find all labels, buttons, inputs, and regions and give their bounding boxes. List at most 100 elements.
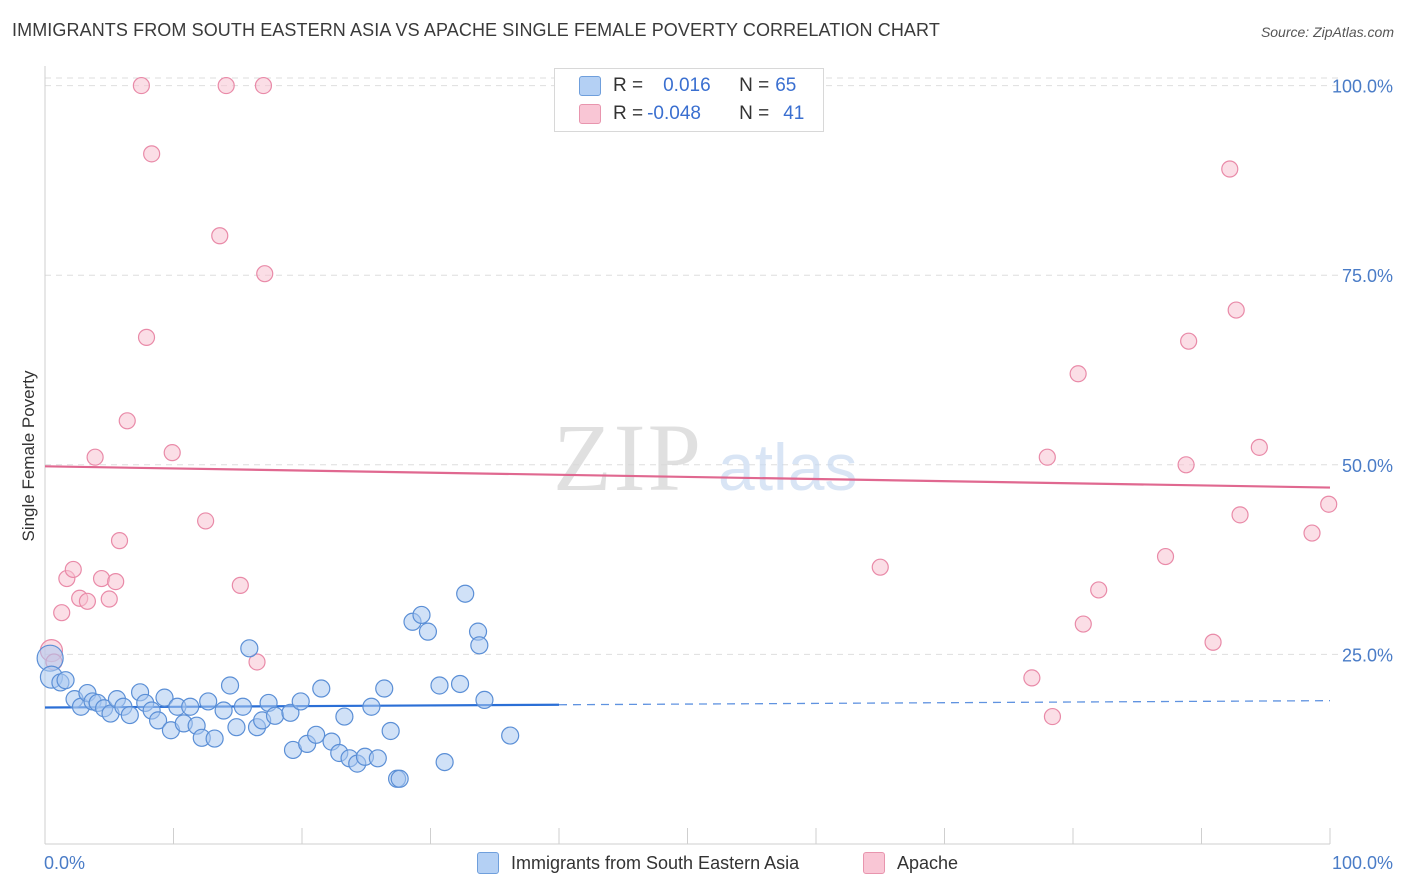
immigrants-point bbox=[390, 769, 409, 788]
legend-n-value: 65 bbox=[775, 75, 797, 96]
immigrants-point bbox=[412, 605, 431, 625]
apache-point bbox=[1090, 581, 1108, 599]
apache-point bbox=[1227, 301, 1245, 319]
apache-point bbox=[1204, 633, 1222, 651]
immigrants-point bbox=[418, 622, 438, 641]
immigrants-point bbox=[368, 749, 387, 768]
apache-point bbox=[197, 512, 215, 530]
legend-row-immigrants: R = 0.016 N = 65 bbox=[579, 73, 796, 99]
apache-point bbox=[211, 227, 229, 245]
apache-point bbox=[137, 328, 156, 346]
watermark: ZIP atlas bbox=[553, 404, 857, 511]
apache-point bbox=[100, 590, 118, 608]
legend-r-label: R = bbox=[613, 75, 644, 96]
immigrants-point bbox=[362, 697, 381, 716]
legend-row-apache: R = -0.048 N = 41 bbox=[579, 101, 804, 127]
immigrants-point bbox=[120, 705, 139, 725]
y-tick-label: 100.0% bbox=[1332, 77, 1393, 97]
bottom-legend-apache: Apache bbox=[863, 852, 958, 874]
grid-lines bbox=[45, 77, 1338, 655]
apache-trend-line bbox=[44, 465, 1331, 489]
bottom-legend-label: Apache bbox=[897, 852, 959, 873]
apache-point bbox=[1320, 495, 1338, 513]
watermark-zip: ZIP bbox=[553, 404, 703, 511]
apache-point bbox=[1250, 438, 1268, 456]
y-axis-label: Single Female Poverty bbox=[19, 370, 38, 542]
apache-point bbox=[871, 558, 889, 576]
legend-r-value: -0.048 bbox=[647, 103, 701, 124]
watermark-atlas: atlas bbox=[718, 430, 857, 504]
apache-point bbox=[78, 592, 97, 610]
immigrants-point bbox=[381, 721, 400, 741]
immigrants-point bbox=[240, 639, 259, 658]
immigrants-point bbox=[456, 584, 475, 603]
apache-point bbox=[132, 76, 150, 95]
immigrants-point bbox=[501, 726, 520, 745]
immigrants-point bbox=[148, 711, 168, 730]
immigrants-point bbox=[227, 718, 246, 737]
immigrants-point bbox=[430, 676, 449, 695]
immigrants-point bbox=[233, 697, 252, 716]
immigrants-points bbox=[36, 584, 520, 788]
apache-point bbox=[1069, 365, 1087, 383]
immigrants-point bbox=[435, 752, 454, 772]
apache-point bbox=[1156, 547, 1175, 566]
bottom-legend-immigrants: Immigrants from South Eastern Asia bbox=[477, 852, 799, 874]
x-tick-label: 0.0% bbox=[44, 853, 85, 873]
immigrants-point bbox=[335, 707, 354, 726]
immigrants-point bbox=[475, 690, 494, 710]
immigrants-point bbox=[220, 676, 240, 695]
apache-point bbox=[256, 265, 274, 283]
blue-swatch bbox=[579, 76, 601, 96]
apache-point bbox=[1231, 506, 1249, 524]
y-tick-label: 25.0% bbox=[1342, 645, 1393, 665]
apache-point bbox=[1177, 456, 1195, 474]
apache-point bbox=[231, 576, 249, 594]
axes bbox=[44, 66, 1331, 845]
immigrants-point bbox=[307, 725, 326, 744]
apache-point bbox=[53, 604, 71, 622]
immigrants-point bbox=[450, 674, 470, 694]
apache-points bbox=[39, 76, 1338, 726]
immigrants-point bbox=[265, 706, 285, 725]
apache-point bbox=[110, 532, 129, 550]
source-label: Source: ZipAtlas.com bbox=[1260, 24, 1394, 40]
bottom-legend-label: Immigrants from South Eastern Asia bbox=[511, 852, 800, 873]
immigrants-point bbox=[205, 729, 224, 748]
immigrants-point bbox=[155, 688, 174, 707]
apache-point bbox=[107, 572, 125, 591]
apache-point bbox=[248, 653, 266, 671]
apache-point bbox=[1038, 448, 1056, 466]
immigrants-point bbox=[375, 679, 394, 698]
apache-point bbox=[86, 448, 104, 466]
apache-point bbox=[1074, 615, 1092, 633]
immigrants-point bbox=[199, 692, 218, 711]
apache-point bbox=[217, 76, 235, 95]
apache-point bbox=[254, 76, 273, 95]
pink-swatch bbox=[863, 852, 885, 874]
apache-point bbox=[1303, 524, 1321, 542]
immigrants-point bbox=[312, 679, 331, 698]
x-tick-label: 100.0% bbox=[1332, 853, 1393, 873]
apache-point bbox=[1023, 669, 1041, 687]
y-tick-label: 75.0% bbox=[1342, 266, 1393, 286]
apache-point bbox=[1221, 160, 1239, 178]
pink-swatch bbox=[579, 104, 601, 124]
legend-n-value: 41 bbox=[783, 103, 805, 124]
apache-point bbox=[163, 444, 181, 462]
apache-point bbox=[92, 569, 111, 588]
immigrants-point bbox=[214, 701, 233, 720]
apache-point bbox=[1180, 332, 1198, 350]
immigrants-point bbox=[470, 636, 489, 655]
legend-n-label: N = bbox=[739, 75, 770, 96]
legend-r-value: 0.016 bbox=[663, 75, 711, 96]
immigrants-point bbox=[281, 703, 300, 722]
legend-n-label: N = bbox=[739, 103, 770, 124]
apache-point bbox=[1043, 707, 1062, 726]
immigrants-trend-line-extension bbox=[558, 700, 1331, 706]
legend-r-label: R = bbox=[613, 103, 644, 124]
chart-title: IMMIGRANTS FROM SOUTH EASTERN ASIA VS AP… bbox=[12, 20, 940, 40]
y-tick-label: 50.0% bbox=[1342, 456, 1393, 476]
apache-point bbox=[118, 412, 136, 430]
